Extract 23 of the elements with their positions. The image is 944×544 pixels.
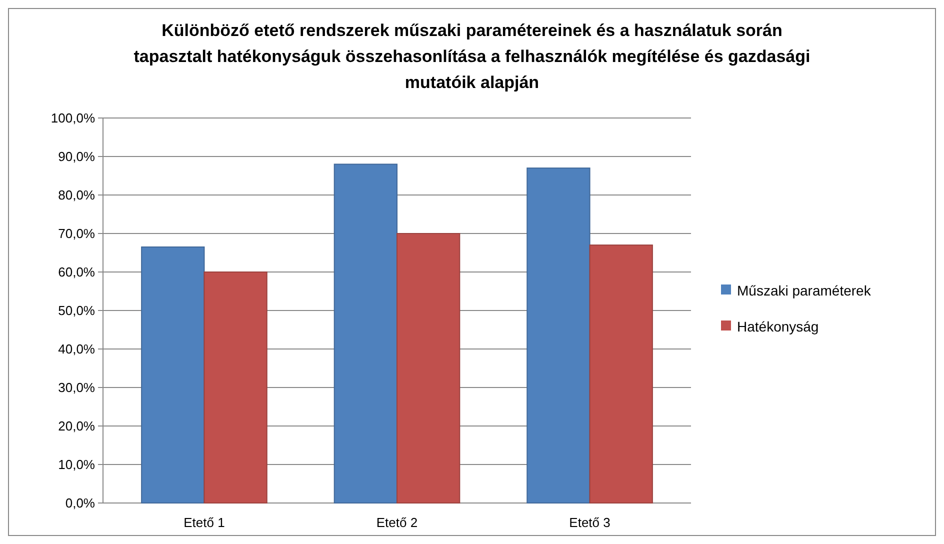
y-tick-label: 40,0% <box>58 342 96 357</box>
x-tick-label: Etető 2 <box>376 515 418 530</box>
y-tick-label: 20,0% <box>58 418 96 434</box>
y-tick-label: 10,0% <box>58 457 96 472</box>
y-tick-label: 0,0% <box>65 496 96 511</box>
bar <box>204 272 268 504</box>
chart-title: Különböző etető rendszerek műszaki paramétereinek és a használatuk során tapasztalt hatékonyságuk összehasonlítása a felhasználók megítélése és gazdasági mutatóik alapján <box>134 21 810 92</box>
y-tick-label: 80,0% <box>58 188 96 203</box>
bar <box>396 233 460 504</box>
legend-label: Hatékonyság <box>737 318 819 334</box>
legend-label: Műszaki paraméterek <box>737 282 872 298</box>
y-tick-label: 60,0% <box>58 264 96 280</box>
y-tick-label: 100,0% <box>50 110 96 126</box>
bar <box>589 244 653 504</box>
y-tick-label: 50,0% <box>58 303 96 318</box>
x-tick-label: Etető 3 <box>569 515 610 530</box>
bar <box>334 164 398 504</box>
y-tick-label: 90,0% <box>58 149 96 164</box>
x-tick-label: Etető 1 <box>184 515 225 530</box>
bar <box>526 168 590 504</box>
y-tick-label: 70,0% <box>58 226 96 242</box>
bar <box>141 246 205 504</box>
y-tick-label: 30,0% <box>58 380 96 396</box>
